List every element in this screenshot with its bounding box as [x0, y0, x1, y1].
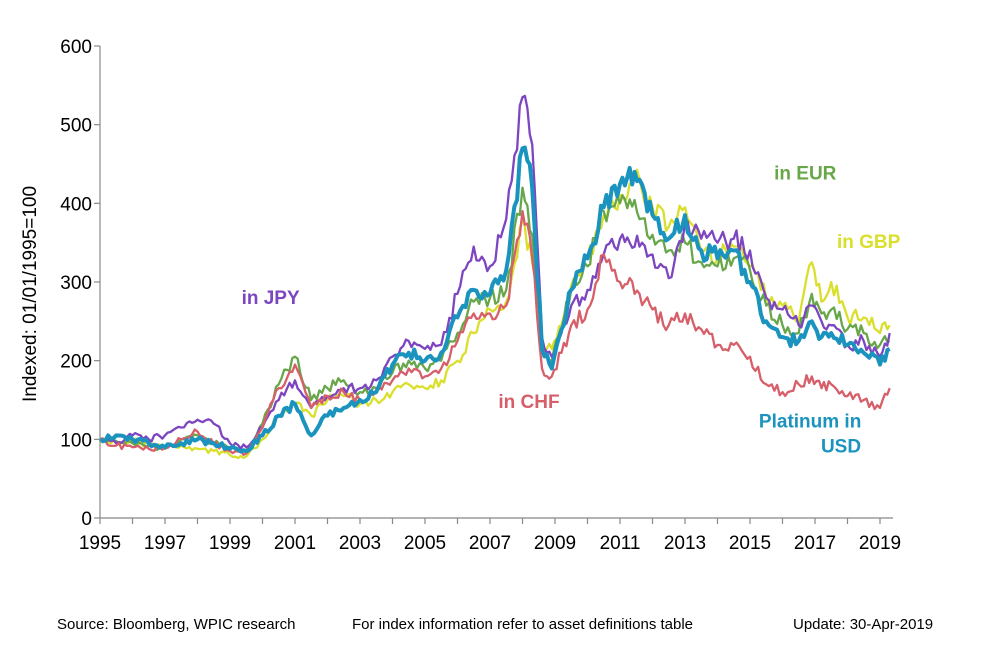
y-axis-title: Indexed: 01/01/1995=100 — [20, 186, 41, 402]
y-tick-label: 300 — [60, 273, 92, 294]
y-tick-label: 600 — [60, 37, 92, 58]
x-tick-label: 1999 — [209, 533, 251, 554]
x-tick-label: 2001 — [274, 533, 316, 554]
x-tick-label: 2009 — [534, 533, 576, 554]
series-label-platinum-in: Platinum in — [759, 412, 861, 433]
series-layer — [98, 94, 891, 460]
series-label-in-jpy: in JPY — [242, 288, 300, 309]
update-date: Update: 30-Apr-2019 — [793, 616, 934, 633]
x-tick-label: 1995 — [79, 533, 121, 554]
x-tick-label: 2019 — [859, 533, 901, 554]
series-line-in-jpy — [99, 94, 891, 450]
x-tick-label: 2005 — [404, 533, 446, 554]
series-label-in-eur: in EUR — [774, 164, 837, 185]
index-info-note: For index information refer to asset def… — [352, 616, 694, 633]
y-tick-label: 100 — [60, 430, 92, 451]
series-label-usd: USD — [821, 437, 861, 458]
x-tick-label: 1997 — [144, 533, 186, 554]
x-tick-label: 2013 — [664, 533, 706, 554]
source-note: Source: Bloomberg, WPIC research — [57, 616, 296, 633]
series-line-in-chf — [99, 210, 891, 456]
x-tick-label: 2011 — [600, 533, 641, 554]
axes-layer: 0 100 200 300 400 500 600 1995 1997 1999 2001 2003 2… — [20, 37, 901, 554]
x-tick-label: 2017 — [794, 533, 836, 554]
chart: 0 100 200 300 400 500 600 1995 1997 1999 2001 2003 2… — [20, 37, 901, 554]
y-tick-label: 0 — [81, 509, 92, 530]
x-tick-label: 2007 — [469, 533, 511, 554]
y-tick-label: 200 — [60, 352, 92, 373]
labels-layer: in JPY in CHF in EUR in GBP Platinum in USD — [242, 164, 901, 458]
series-label-in-chf: in CHF — [498, 392, 559, 413]
x-tick-label: 2003 — [339, 533, 381, 554]
x-tick-label: 2015 — [729, 533, 771, 554]
series-label-in-gbp: in GBP — [837, 232, 901, 253]
y-tick-label: 500 — [60, 116, 92, 137]
y-tick-label: 400 — [60, 194, 92, 215]
series-line-in-gbp — [99, 168, 891, 460]
series-line-platinum-in-usd — [98, 145, 891, 454]
